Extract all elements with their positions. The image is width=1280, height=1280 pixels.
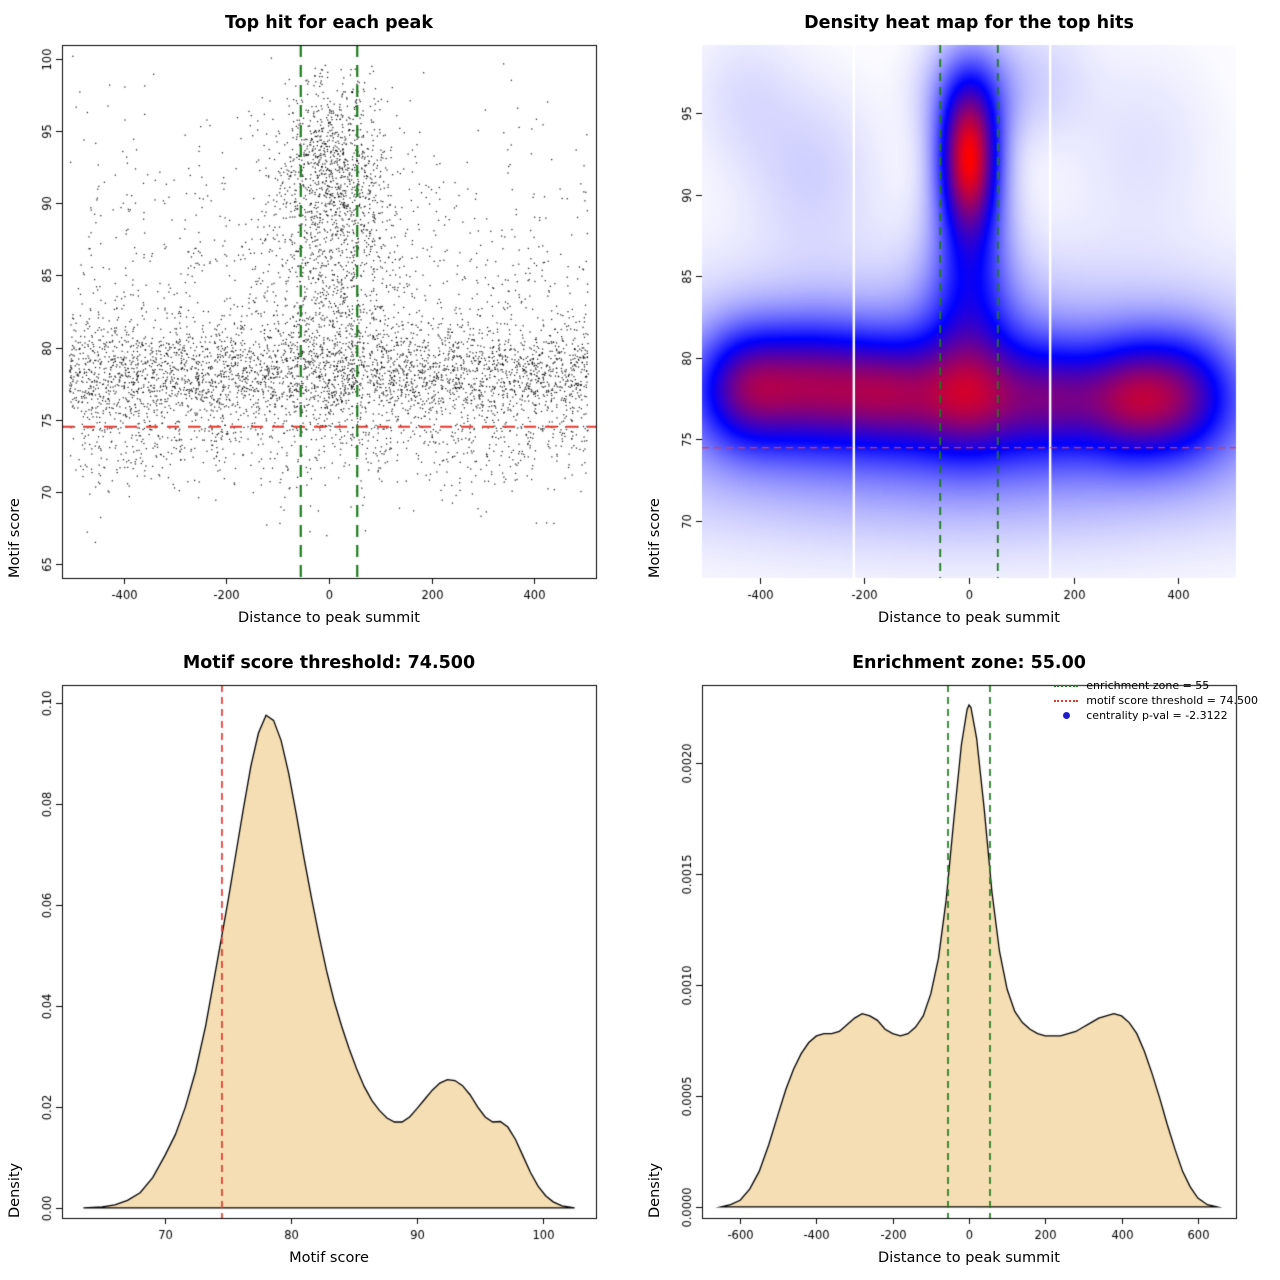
- legend-item-enrichment-zone: enrichment zone = 55: [1054, 678, 1258, 693]
- blue-point-icon: [1054, 712, 1078, 719]
- distance-density-canvas: [640, 640, 1280, 1280]
- heatmap-y-axis-label: Motif score: [647, 498, 663, 578]
- scatter-y-axis-label: Motif score: [7, 498, 23, 578]
- heatmap-canvas: [640, 0, 1280, 640]
- legend-centrality-pval-label: centrality p-val = -2.3122: [1086, 709, 1228, 722]
- legend-enrichment-zone-label: enrichment zone = 55: [1086, 679, 1210, 692]
- heatmap-title: Density heat map for the top hits: [804, 13, 1134, 33]
- scatter-x-axis-label: Distance to peak summit: [238, 610, 420, 626]
- distance-density-title: Enrichment zone: 55.00: [852, 653, 1086, 673]
- score-density-title: Motif score threshold: 74.500: [182, 653, 476, 673]
- plot-legend: enrichment zone = 55 motif score thresho…: [1054, 678, 1258, 723]
- distance-density-x-axis-label: Distance to peak summit: [878, 1250, 1060, 1266]
- score-density-y-axis-label: Density: [7, 1162, 23, 1218]
- heatmap-x-axis-label: Distance to peak summit: [878, 610, 1060, 626]
- red-dotted-line-icon: [1054, 699, 1079, 702]
- score-density-canvas: [0, 640, 640, 1280]
- distance-density-y-axis-label: Density: [647, 1162, 663, 1218]
- scatter-title: Top hit for each peak: [225, 13, 433, 33]
- legend-item-centrality-pval: centrality p-val = -2.3122: [1054, 708, 1258, 723]
- panel-distance-density: Enrichment zone: 55.00 Distance to peak …: [640, 640, 1280, 1280]
- score-density-x-axis-label: Motif score: [289, 1250, 369, 1266]
- panel-heatmap: Density heat map for the top hits Distan…: [640, 0, 1280, 640]
- panel-score-density: Motif score threshold: 74.500 Motif scor…: [0, 640, 640, 1280]
- panel-scatter: Top hit for each peak Distance to peak s…: [0, 0, 640, 640]
- legend-score-threshold-label: motif score threshold = 74.500: [1086, 694, 1258, 707]
- green-dotted-line-icon: [1054, 684, 1079, 687]
- scatter-canvas: [0, 0, 640, 640]
- legend-item-score-threshold: motif score threshold = 74.500: [1054, 693, 1258, 708]
